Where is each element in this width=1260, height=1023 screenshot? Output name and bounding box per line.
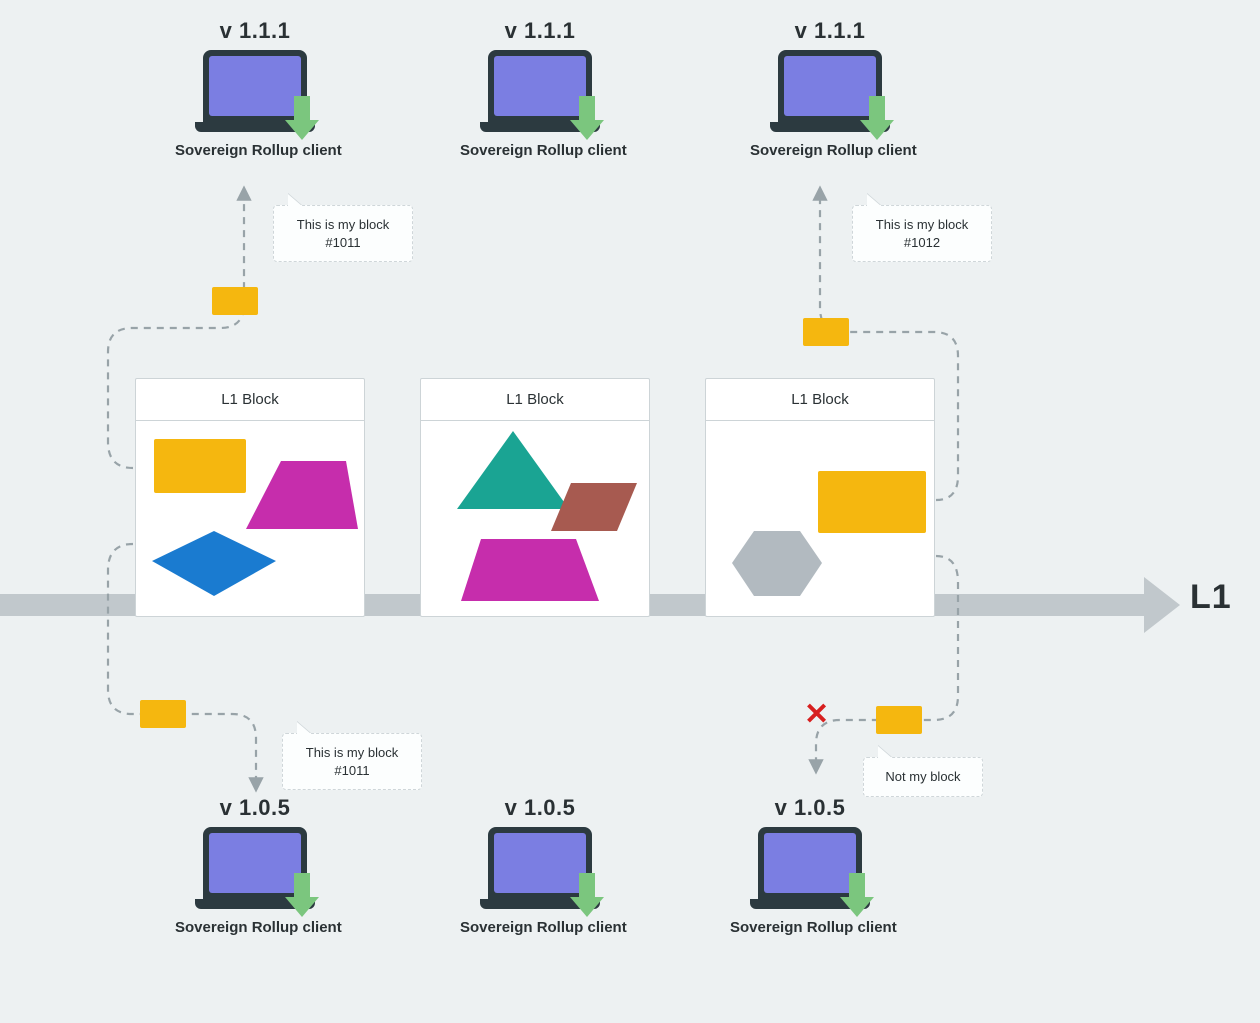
client-top-3: v 1.1.1 Sovereign Rollup client xyxy=(750,18,910,159)
laptop-icon xyxy=(750,827,870,909)
client-version: v 1.1.1 xyxy=(750,18,910,44)
client-version: v 1.0.5 xyxy=(460,795,620,821)
speech-text: This is my block #1011 xyxy=(306,745,398,778)
client-version: v 1.1.1 xyxy=(460,18,620,44)
speech-bubble: This is my block #1012 xyxy=(852,205,992,262)
download-arrow-icon xyxy=(285,873,319,919)
l1-block-3: L1 Block xyxy=(705,378,935,617)
client-label: Sovereign Rollup client xyxy=(460,919,620,936)
laptop-icon xyxy=(195,50,315,132)
data-chip xyxy=(803,318,849,346)
client-version: v 1.1.1 xyxy=(175,18,335,44)
client-bot-2: v 1.0.5 Sovereign Rollup client xyxy=(460,795,620,936)
client-bot-1: v 1.0.5 Sovereign Rollup client xyxy=(175,795,335,936)
laptop-icon xyxy=(195,827,315,909)
client-top-2: v 1.1.1 Sovereign Rollup client xyxy=(460,18,620,159)
l1-block-1: L1 Block xyxy=(135,378,365,617)
arrow-right-icon xyxy=(1144,577,1180,633)
l1-block-2: L1 Block xyxy=(420,378,650,617)
client-label: Sovereign Rollup client xyxy=(730,919,890,936)
l1-block-title: L1 Block xyxy=(421,379,649,421)
client-version: v 1.0.5 xyxy=(175,795,335,821)
download-arrow-icon xyxy=(570,873,604,919)
block-shapes xyxy=(136,421,366,616)
speech-bubble: Not my block xyxy=(863,757,983,797)
timeline-label: L1 xyxy=(1190,578,1232,617)
download-arrow-icon xyxy=(860,96,894,142)
diagram-stage: v 1.1.1 Sovereign Rollup client v 1.1.1 … xyxy=(0,0,1260,1023)
client-label: Sovereign Rollup client xyxy=(175,142,335,159)
download-arrow-icon xyxy=(285,96,319,142)
data-chip xyxy=(140,700,186,728)
speech-bubble: This is my block #1011 xyxy=(273,205,413,262)
speech-bubble: This is my block #1011 xyxy=(282,733,422,790)
speech-text: Not my block xyxy=(885,769,960,784)
client-version: v 1.0.5 xyxy=(730,795,890,821)
client-label: Sovereign Rollup client xyxy=(175,919,335,936)
data-chip xyxy=(876,706,922,734)
speech-text: This is my block #1011 xyxy=(297,217,389,250)
laptop-icon xyxy=(480,827,600,909)
reject-icon: ✕ xyxy=(804,700,829,730)
download-arrow-icon xyxy=(840,873,874,919)
block-shapes xyxy=(706,421,936,616)
download-arrow-icon xyxy=(570,96,604,142)
laptop-icon xyxy=(770,50,890,132)
client-top-1: v 1.1.1 Sovereign Rollup client xyxy=(175,18,335,159)
l1-block-title: L1 Block xyxy=(706,379,934,421)
client-label: Sovereign Rollup client xyxy=(750,142,910,159)
data-chip xyxy=(212,287,258,315)
speech-text: This is my block #1012 xyxy=(876,217,968,250)
client-bot-3: v 1.0.5 Sovereign Rollup client xyxy=(730,795,890,936)
laptop-icon xyxy=(480,50,600,132)
block-shapes xyxy=(421,421,651,616)
l1-block-title: L1 Block xyxy=(136,379,364,421)
client-label: Sovereign Rollup client xyxy=(460,142,620,159)
